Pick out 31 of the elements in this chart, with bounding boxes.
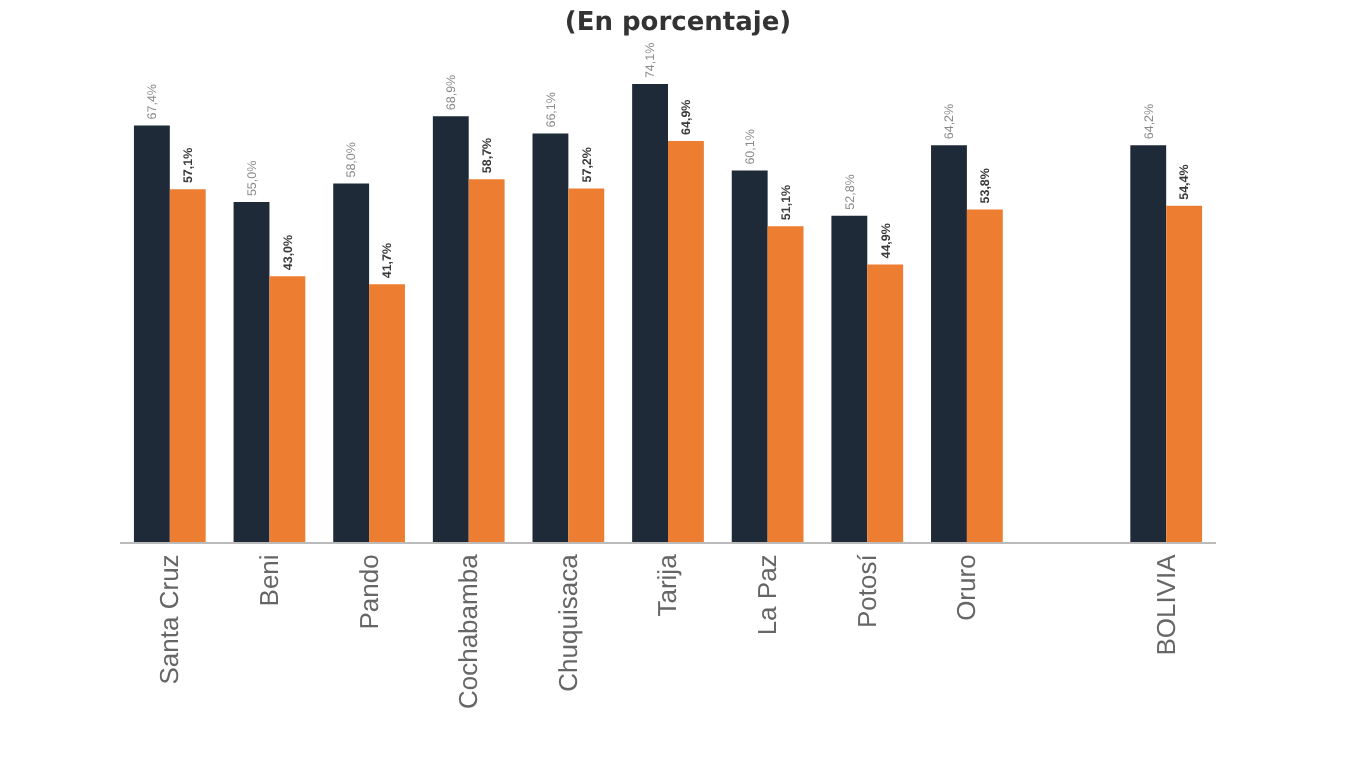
bar	[767, 226, 804, 542]
bar	[333, 183, 370, 542]
bar	[668, 140, 704, 542]
x-tick-label: Potosí	[851, 553, 882, 629]
chart-title: (En porcentaje)	[564, 7, 792, 38]
bar	[233, 202, 270, 542]
x-tick-label: Oruro	[951, 554, 982, 621]
bar	[867, 264, 904, 542]
x-tick-label: Tarija	[652, 552, 683, 617]
x-tick-label: Cochabamba	[453, 552, 484, 710]
x-tick-label: Beni	[253, 554, 284, 607]
bar	[1166, 205, 1203, 542]
x-tick-label: BOLIVIA	[1150, 553, 1181, 656]
bar	[468, 179, 505, 542]
bar	[966, 209, 1003, 542]
bar	[169, 189, 206, 542]
x-tick-label: Santa Cruz	[154, 554, 185, 685]
bar	[931, 145, 967, 542]
x-tick-label: La Paz	[752, 554, 783, 636]
bar	[532, 133, 569, 542]
bar	[133, 125, 170, 542]
bar	[269, 276, 306, 542]
bar	[632, 84, 668, 542]
bar	[369, 284, 405, 542]
x-tick-label: Chuquisaca	[552, 552, 583, 692]
bar	[831, 215, 868, 542]
bar	[731, 170, 768, 542]
bar	[1130, 145, 1167, 542]
bar	[432, 116, 469, 542]
bar	[568, 188, 605, 542]
x-tick-label: Pando	[353, 554, 384, 630]
